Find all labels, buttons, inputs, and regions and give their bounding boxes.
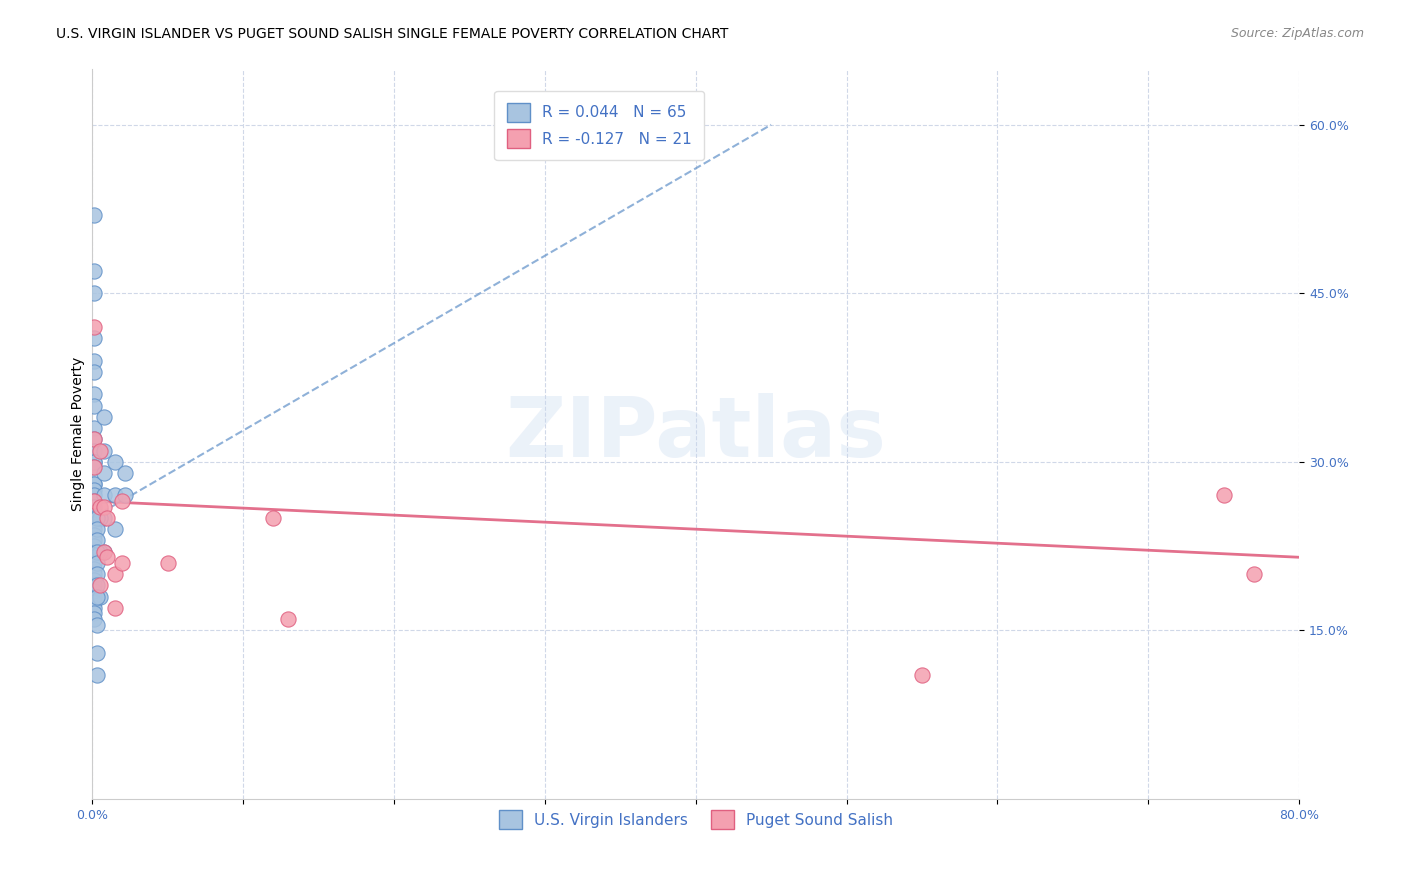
Point bbox=[83, 550, 105, 565]
Point bbox=[111, 556, 134, 570]
Point bbox=[83, 500, 105, 514]
Point bbox=[104, 600, 127, 615]
Point bbox=[83, 595, 105, 609]
Point bbox=[83, 399, 105, 413]
Point bbox=[83, 578, 105, 592]
Point bbox=[262, 511, 284, 525]
Point bbox=[83, 539, 105, 553]
Point bbox=[83, 544, 105, 558]
Point bbox=[83, 494, 105, 508]
Point bbox=[83, 208, 105, 222]
Point bbox=[83, 455, 105, 469]
Point bbox=[83, 432, 105, 446]
Point bbox=[83, 528, 105, 542]
Text: ZIPatlas: ZIPatlas bbox=[505, 393, 886, 475]
Point bbox=[86, 511, 108, 525]
Point bbox=[83, 567, 105, 582]
Point bbox=[86, 590, 108, 604]
Point bbox=[83, 443, 105, 458]
Point bbox=[83, 505, 105, 519]
Point bbox=[86, 617, 108, 632]
Point bbox=[86, 556, 108, 570]
Point bbox=[93, 500, 115, 514]
Text: U.S. VIRGIN ISLANDER VS PUGET SOUND SALISH SINGLE FEMALE POVERTY CORRELATION CHA: U.S. VIRGIN ISLANDER VS PUGET SOUND SALI… bbox=[56, 27, 728, 41]
Point bbox=[83, 511, 105, 525]
Point bbox=[93, 409, 115, 424]
Point bbox=[93, 488, 115, 502]
Point bbox=[104, 567, 127, 582]
Point bbox=[93, 544, 115, 558]
Point bbox=[83, 460, 105, 475]
Point bbox=[83, 365, 105, 379]
Point bbox=[93, 466, 115, 480]
Point bbox=[86, 668, 108, 682]
Point bbox=[96, 550, 118, 565]
Point bbox=[911, 668, 934, 682]
Point bbox=[93, 544, 115, 558]
Point bbox=[114, 488, 136, 502]
Point bbox=[277, 612, 299, 626]
Point bbox=[96, 511, 118, 525]
Point bbox=[83, 607, 105, 621]
Point bbox=[104, 522, 127, 536]
Point bbox=[83, 460, 105, 475]
Point bbox=[83, 286, 105, 301]
Point bbox=[83, 561, 105, 575]
Point bbox=[83, 353, 105, 368]
Text: Source: ZipAtlas.com: Source: ZipAtlas.com bbox=[1230, 27, 1364, 40]
Point bbox=[104, 455, 127, 469]
Point bbox=[89, 500, 111, 514]
Point bbox=[86, 533, 108, 548]
Point bbox=[111, 494, 134, 508]
Point bbox=[104, 488, 127, 502]
Y-axis label: Single Female Poverty: Single Female Poverty bbox=[72, 357, 86, 511]
Point bbox=[83, 421, 105, 435]
Point bbox=[83, 522, 105, 536]
Point bbox=[86, 646, 108, 660]
Point bbox=[89, 511, 111, 525]
Point bbox=[83, 600, 105, 615]
Point bbox=[86, 522, 108, 536]
Point bbox=[93, 443, 115, 458]
Point bbox=[89, 544, 111, 558]
Point bbox=[83, 533, 105, 548]
Point bbox=[1243, 567, 1265, 582]
Point bbox=[83, 387, 105, 401]
Legend: U.S. Virgin Islanders, Puget Sound Salish: U.S. Virgin Islanders, Puget Sound Salis… bbox=[492, 805, 898, 835]
Point bbox=[83, 516, 105, 531]
Point bbox=[86, 578, 108, 592]
Point bbox=[83, 455, 105, 469]
Point bbox=[83, 264, 105, 278]
Point bbox=[1212, 488, 1234, 502]
Point bbox=[83, 573, 105, 587]
Point bbox=[156, 556, 179, 570]
Point bbox=[83, 612, 105, 626]
Point bbox=[83, 590, 105, 604]
Point bbox=[83, 432, 105, 446]
Point bbox=[89, 578, 111, 592]
Point bbox=[83, 477, 105, 491]
Point bbox=[83, 483, 105, 497]
Point bbox=[83, 488, 105, 502]
Point bbox=[93, 511, 115, 525]
Point bbox=[83, 494, 105, 508]
Point bbox=[89, 443, 111, 458]
Point bbox=[86, 544, 108, 558]
Point bbox=[83, 320, 105, 334]
Point bbox=[83, 477, 105, 491]
Point bbox=[86, 567, 108, 582]
Point bbox=[83, 556, 105, 570]
Point bbox=[89, 590, 111, 604]
Point bbox=[114, 466, 136, 480]
Point bbox=[83, 331, 105, 345]
Point bbox=[83, 584, 105, 599]
